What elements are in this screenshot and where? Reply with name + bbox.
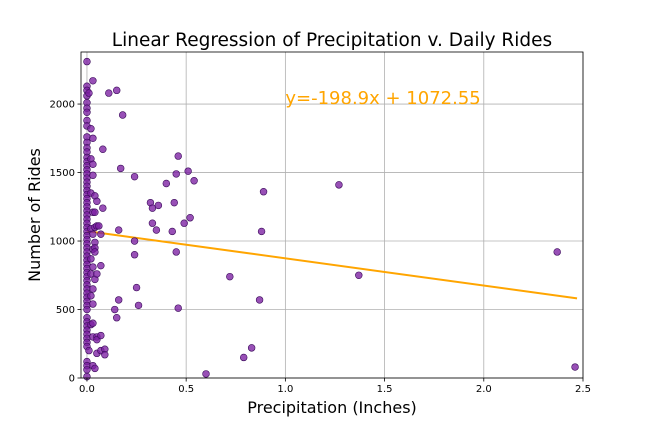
scatter-point (184, 167, 192, 175)
scatter-point (99, 145, 107, 153)
regression-line (86, 230, 578, 300)
scatter-point (148, 204, 157, 212)
x-tick-label: 2.5 (575, 384, 591, 395)
scatter-point (172, 248, 180, 256)
regression-layer (86, 230, 578, 300)
scatter-point (130, 172, 139, 181)
scatter-point (113, 86, 121, 95)
scatter-point (93, 270, 101, 278)
scatter-point (134, 301, 143, 310)
x-axis-label: Precipitation (Inches) (247, 398, 417, 417)
y-tick-label: 1000 (50, 237, 75, 248)
scatter-point (172, 170, 180, 178)
scatter-point (89, 160, 97, 169)
scatter-point (259, 188, 268, 196)
x-tick-label: 0.5 (178, 384, 194, 395)
y-tick-label: 0 (69, 374, 75, 385)
scatter-point (89, 77, 97, 85)
scatter-point (97, 331, 105, 340)
scatter-point (130, 237, 139, 245)
scatter-point (89, 171, 97, 179)
scatter-point (91, 364, 99, 373)
scatter-point (174, 152, 182, 160)
scatter-point (116, 164, 125, 173)
scatter-point (89, 300, 97, 308)
scatter-point (148, 219, 157, 227)
scatter-point (91, 248, 99, 256)
scatter-point (89, 285, 97, 293)
scatter-point (247, 344, 256, 352)
scatter-point (95, 222, 103, 230)
y-tick-label: 2000 (50, 100, 75, 111)
y-axis-label: Number of Rides (25, 148, 44, 282)
scatter-point (87, 125, 95, 133)
scatter-point (111, 305, 119, 314)
chart-title: Linear Regression of Precipitation v. Da… (112, 30, 552, 51)
scatter-point (93, 197, 101, 206)
y-tick-label: 500 (56, 305, 75, 316)
scatter-point (83, 57, 91, 66)
scatter-point (130, 251, 139, 259)
plot-frame (80, 51, 584, 379)
scatter-point (85, 89, 93, 97)
scatter-point (105, 89, 113, 97)
y-tick-label: 1500 (50, 168, 75, 179)
scatter-point (154, 201, 163, 210)
x-tick-label: 0.0 (79, 384, 95, 395)
x-tick-label: 2.0 (476, 384, 492, 395)
scatter-point (85, 346, 93, 355)
scatter-point (89, 134, 97, 142)
regression-equation: y=-198.9x + 1072.55 (285, 88, 480, 109)
scatter-point (99, 204, 107, 212)
scatter-point (202, 370, 210, 378)
scatter-point (132, 283, 141, 292)
scatter-point (97, 230, 105, 238)
scatter-point (91, 208, 99, 216)
scatter-point (97, 261, 105, 270)
x-tick-label: 1.5 (377, 384, 393, 395)
scatter-point (114, 226, 123, 234)
scatter-point (87, 292, 95, 300)
scatter-point (113, 314, 121, 322)
scatter-point (553, 248, 561, 256)
scatter-point (101, 351, 109, 359)
scatter-points (83, 57, 579, 381)
scatter-point (190, 177, 198, 185)
scatter-point (186, 214, 194, 222)
scatter-point (89, 319, 97, 327)
scatter-point (355, 271, 363, 279)
scatter-point (89, 230, 97, 238)
scatter-point (83, 366, 91, 374)
scatter-point (240, 353, 248, 362)
scatter-point (335, 181, 343, 189)
scatter-point (257, 227, 266, 236)
scatter-point (83, 305, 91, 314)
scatter-point (89, 263, 97, 271)
x-axis-ticks: 0.0 0.5 1.0 1.5 2.0 2.5 (79, 378, 591, 395)
scatter-point (168, 227, 176, 236)
scatter-point (152, 226, 161, 234)
x-tick-label: 1.0 (277, 384, 293, 395)
scatter-point (114, 296, 123, 304)
scatter-point (118, 111, 127, 119)
scatter-point (162, 179, 171, 188)
scatter-point (571, 363, 579, 371)
scatter-point (255, 296, 264, 304)
scatter-point (87, 255, 95, 263)
scatter-point (174, 304, 182, 312)
scatter-point (226, 272, 234, 281)
y-axis-ticks: 0 500 1000 1500 2000 (50, 100, 81, 385)
scatter-point (83, 108, 91, 116)
scatter-point (180, 219, 188, 227)
scatter-point (170, 198, 178, 207)
